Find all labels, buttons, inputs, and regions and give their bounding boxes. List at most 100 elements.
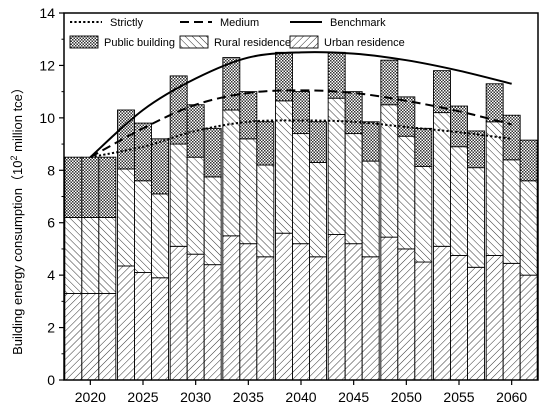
bar-stacks	[64, 51, 538, 381]
bar-segment-public-building	[344, 91, 363, 135]
bar-segment-urban-residence	[433, 245, 451, 381]
bar-segment-public-building	[292, 91, 310, 135]
bar-segment-urban-residence	[151, 277, 169, 381]
bar-segment-public-building	[450, 105, 468, 148]
bar-segment-rural-residence	[81, 217, 100, 294]
y-tick-label: 8	[47, 162, 55, 178]
bar-segment-urban-residence	[169, 245, 188, 381]
legend-swatch-public-building	[69, 35, 99, 49]
legend: Strictly Medium Benchmark Public building R…	[69, 17, 405, 49]
x-tick-label: 2030	[180, 389, 211, 405]
bar-segment-urban-residence	[397, 248, 416, 381]
bar-segment-urban-residence	[134, 272, 152, 381]
bar-segment-public-building	[186, 104, 205, 158]
bar-segment-rural-residence	[203, 176, 222, 266]
bar-segment-public-building	[239, 91, 258, 140]
bar-segment-urban-residence	[275, 232, 293, 381]
bar-segment-rural-residence	[380, 104, 399, 238]
bar-segment-public-building	[361, 121, 380, 162]
bar-segment-rural-residence	[309, 161, 327, 258]
bar-segment-rural-residence	[134, 180, 152, 273]
bar-segment-rural-residence	[151, 193, 169, 279]
bar-segment-rural-residence	[397, 135, 416, 250]
bar-segment-public-building	[309, 121, 327, 163]
bar-segment-urban-residence	[414, 261, 433, 381]
bar-segment-urban-residence	[519, 274, 538, 381]
y-tick-label: 4	[47, 267, 55, 283]
bar-segment-rural-residence	[98, 217, 117, 294]
bar-segment-public-building	[433, 70, 451, 114]
bar-segment-urban-residence	[81, 293, 100, 381]
bar-segment-rural-residence	[467, 167, 485, 268]
bar-segment-urban-residence	[467, 266, 485, 381]
bar-segment-rural-residence	[117, 168, 135, 267]
bar-segment-public-building	[275, 51, 293, 102]
bar-segment-rural-residence	[485, 121, 504, 256]
legend-label: Rural residence	[214, 37, 291, 49]
bar-segment-public-building	[502, 114, 521, 161]
bar-segment-urban-residence	[256, 256, 275, 381]
legend-label: Urban residence	[324, 37, 405, 49]
bar-segment-urban-residence	[309, 256, 327, 381]
bar-segment-urban-residence	[222, 235, 241, 381]
bar-segment-public-building	[222, 57, 241, 111]
bar-segment-rural-residence	[327, 97, 346, 235]
bar-segment-public-building	[380, 59, 399, 106]
bar-segment-rural-residence	[450, 146, 468, 256]
bar-segment-urban-residence	[186, 253, 205, 381]
y-tick-label: 0	[47, 372, 55, 388]
bar-segment-rural-residence	[169, 143, 188, 247]
bar-segment-public-building	[467, 130, 485, 169]
x-tick-label: 2020	[75, 389, 106, 405]
x-tick-label: 2040	[285, 389, 316, 405]
bar-segment-rural-residence	[292, 133, 310, 245]
bar-segment-public-building	[81, 156, 100, 218]
line-benchmark	[89, 51, 512, 158]
y-tick-label: 10	[39, 110, 55, 126]
y-tick-label: 14	[39, 5, 55, 21]
y-tick-label: 12	[39, 57, 55, 73]
bar-segment-urban-residence	[292, 243, 310, 381]
bar-segment-public-building	[256, 121, 275, 166]
bar-segment-urban-residence	[117, 265, 135, 381]
y-axis-label: Building energy consumption（102 million …	[9, 81, 25, 355]
bar-segment-rural-residence	[414, 165, 433, 263]
bar-segment-rural-residence	[64, 217, 83, 294]
bar-segment-public-building	[151, 138, 169, 195]
bar-segment-public-building	[64, 156, 83, 218]
bar-segment-urban-residence	[203, 264, 222, 381]
axes: 0 2 4 6 8 10 12 14 2020 2025 2030 2035 2040 2045 2050 2…	[39, 5, 539, 405]
bar-segment-public-building	[414, 127, 433, 167]
bar-segment-urban-residence	[502, 262, 521, 381]
bar-segment-public-building	[203, 127, 222, 178]
x-tick-label: 2045	[338, 389, 369, 405]
bar-segment-rural-residence	[433, 112, 451, 247]
x-tick-label: 2050	[391, 389, 422, 405]
bar-segment-rural-residence	[502, 159, 521, 264]
legend-label: Public building	[104, 37, 175, 49]
bar-segment-public-building	[134, 122, 152, 182]
bar-segment-public-building	[485, 83, 504, 123]
bar-segment-public-building	[98, 156, 117, 218]
legend-label: Benchmark	[330, 17, 386, 29]
bar-segment-rural-residence	[222, 109, 241, 237]
x-tick-label: 2025	[127, 389, 158, 405]
legend-label: Medium	[220, 17, 259, 29]
legend-swatch-rural-residence	[179, 35, 209, 49]
bar-segment-public-building	[519, 139, 538, 182]
y-tick-label: 2	[47, 320, 55, 336]
legend-swatch-urban-residence	[289, 35, 319, 49]
bar-segment-rural-residence	[361, 160, 380, 258]
legend-label: Strictly	[110, 17, 144, 29]
bar-segment-urban-residence	[450, 255, 468, 381]
x-tick-label: 2060	[496, 389, 527, 405]
bar-segment-urban-residence	[327, 234, 346, 381]
bar-segment-urban-residence	[380, 236, 399, 381]
x-tick-label: 2035	[233, 389, 264, 405]
scenario-lines	[89, 51, 512, 159]
y-tick-label: 6	[47, 215, 55, 231]
line-medium	[89, 89, 512, 159]
bar-segment-rural-residence	[519, 180, 538, 276]
bar-segment-public-building	[397, 96, 416, 137]
x-tick-label: 2055	[443, 389, 474, 405]
